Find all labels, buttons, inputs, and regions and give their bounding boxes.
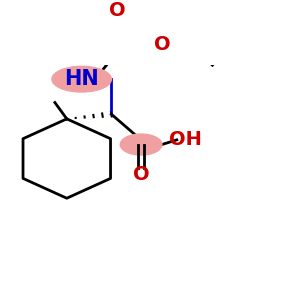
Text: O: O	[109, 1, 126, 20]
Ellipse shape	[52, 66, 111, 92]
Text: OH: OH	[169, 130, 202, 149]
Ellipse shape	[120, 134, 162, 155]
Text: O: O	[154, 35, 170, 54]
Text: O: O	[133, 165, 149, 184]
Text: HN: HN	[64, 69, 99, 89]
